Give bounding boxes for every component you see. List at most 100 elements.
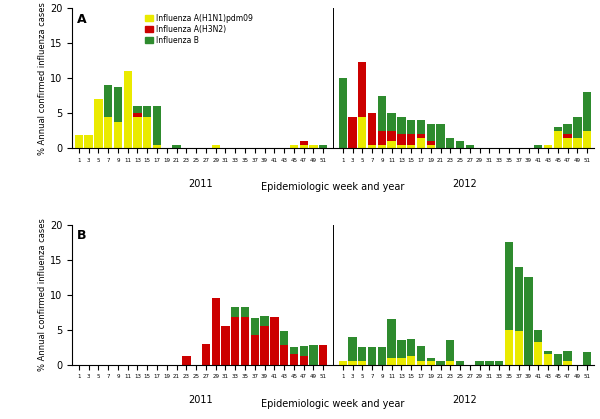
Bar bbox=[124, 71, 132, 148]
Bar bbox=[388, 113, 396, 131]
Bar bbox=[563, 351, 572, 361]
Bar bbox=[436, 361, 445, 365]
Bar bbox=[338, 78, 347, 148]
Bar bbox=[231, 307, 239, 317]
Bar bbox=[349, 361, 357, 365]
Bar bbox=[534, 330, 542, 342]
X-axis label: Epidemiologic week and year: Epidemiologic week and year bbox=[262, 399, 404, 409]
Bar bbox=[524, 277, 533, 365]
Bar bbox=[378, 96, 386, 131]
Bar bbox=[221, 326, 230, 365]
Bar bbox=[427, 357, 435, 361]
Bar bbox=[554, 127, 562, 131]
Bar bbox=[153, 106, 161, 145]
Bar bbox=[475, 361, 484, 365]
Bar bbox=[241, 317, 249, 365]
Bar bbox=[104, 116, 112, 148]
Bar bbox=[143, 116, 151, 148]
Bar bbox=[270, 317, 278, 365]
Bar bbox=[563, 134, 572, 137]
Text: A: A bbox=[77, 13, 87, 26]
Bar bbox=[133, 106, 142, 113]
Bar bbox=[583, 131, 592, 148]
Bar bbox=[544, 354, 552, 365]
Bar bbox=[563, 361, 572, 365]
Bar bbox=[309, 145, 317, 148]
Bar bbox=[407, 134, 415, 145]
Bar bbox=[583, 92, 592, 131]
Y-axis label: % Annual confirmed influenza cases: % Annual confirmed influenza cases bbox=[38, 218, 47, 371]
Bar bbox=[563, 137, 572, 148]
Text: 2011: 2011 bbox=[189, 395, 214, 405]
Bar bbox=[427, 124, 435, 141]
Bar bbox=[407, 120, 415, 134]
Bar bbox=[378, 131, 386, 145]
Bar bbox=[358, 361, 367, 365]
Bar bbox=[260, 316, 269, 326]
Bar bbox=[241, 307, 249, 317]
Bar bbox=[143, 106, 151, 116]
Bar bbox=[299, 356, 308, 365]
Bar bbox=[202, 344, 210, 365]
X-axis label: Epidemiologic week and year: Epidemiologic week and year bbox=[262, 182, 404, 192]
Bar bbox=[319, 145, 328, 148]
Bar bbox=[515, 267, 523, 331]
Bar bbox=[358, 347, 367, 361]
Bar bbox=[133, 113, 142, 116]
Text: 2011: 2011 bbox=[189, 178, 214, 189]
Bar bbox=[172, 145, 181, 148]
Bar bbox=[251, 335, 259, 365]
Bar bbox=[563, 124, 572, 134]
Bar bbox=[349, 336, 357, 361]
Bar bbox=[182, 356, 191, 365]
Bar bbox=[299, 141, 308, 145]
Bar bbox=[583, 352, 592, 365]
Bar bbox=[456, 141, 464, 148]
Bar bbox=[456, 361, 464, 365]
Text: 2012: 2012 bbox=[452, 178, 478, 189]
Bar bbox=[417, 137, 425, 148]
Bar bbox=[74, 135, 83, 148]
Bar bbox=[388, 319, 396, 357]
Bar bbox=[397, 145, 406, 148]
Bar bbox=[388, 357, 396, 365]
Bar bbox=[554, 131, 562, 148]
Bar bbox=[358, 116, 367, 148]
Text: 2012: 2012 bbox=[452, 395, 478, 405]
Bar bbox=[495, 361, 503, 365]
Bar bbox=[397, 116, 406, 134]
Y-axis label: % Annual confirmed influenza cases: % Annual confirmed influenza cases bbox=[38, 2, 47, 155]
Bar bbox=[290, 145, 298, 148]
Bar bbox=[251, 318, 259, 335]
Bar bbox=[397, 357, 406, 365]
Bar bbox=[427, 145, 435, 148]
Bar bbox=[417, 346, 425, 361]
Bar bbox=[212, 298, 220, 365]
Legend: Influenza A(H1N1)pdm09, Influenza A(H3N2), Influenza B: Influenza A(H1N1)pdm09, Influenza A(H3N2… bbox=[143, 12, 254, 46]
Bar bbox=[368, 145, 376, 148]
Bar bbox=[407, 356, 415, 365]
Bar bbox=[299, 145, 308, 148]
Bar bbox=[212, 145, 220, 148]
Bar bbox=[397, 340, 406, 357]
Bar bbox=[573, 116, 581, 137]
Bar bbox=[319, 345, 328, 365]
Bar bbox=[397, 134, 406, 145]
Bar bbox=[446, 340, 454, 361]
Bar bbox=[299, 346, 308, 356]
Bar bbox=[94, 99, 103, 148]
Bar bbox=[515, 331, 523, 365]
Text: B: B bbox=[77, 229, 87, 242]
Bar bbox=[417, 134, 425, 137]
Bar bbox=[417, 120, 425, 134]
Bar bbox=[349, 116, 357, 148]
Bar bbox=[114, 87, 122, 122]
Bar bbox=[378, 145, 386, 148]
Bar bbox=[290, 354, 298, 365]
Bar bbox=[231, 317, 239, 365]
Bar bbox=[407, 339, 415, 356]
Bar bbox=[104, 85, 112, 116]
Bar bbox=[388, 131, 396, 141]
Bar bbox=[260, 326, 269, 365]
Bar bbox=[114, 122, 122, 148]
